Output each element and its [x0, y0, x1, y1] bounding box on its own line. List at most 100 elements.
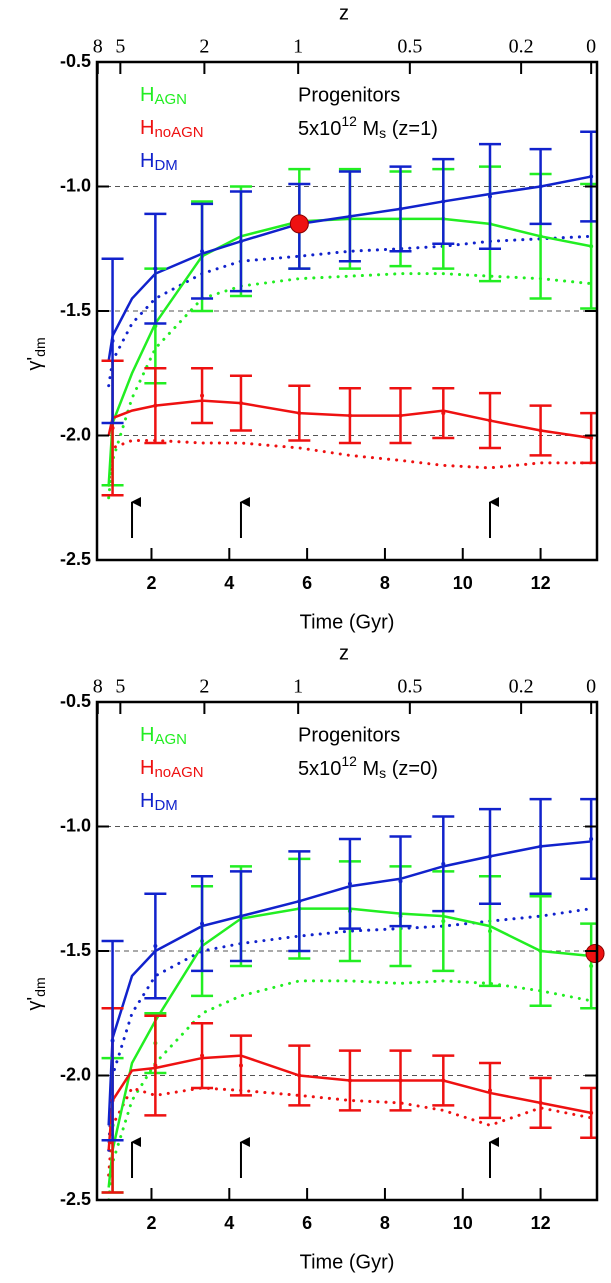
error-bar [478, 807, 501, 905]
error-bar [580, 797, 597, 881]
legend-name: H [140, 117, 154, 139]
error-bar-point [398, 206, 403, 211]
x2-axis-label: z [339, 2, 349, 24]
error-bar [338, 837, 361, 930]
error-bar [144, 1014, 167, 1117]
error-bar-point [487, 929, 492, 934]
error-bar [478, 142, 501, 250]
dotted-line [107, 438, 593, 487]
error-bar [288, 850, 311, 953]
x2-tick-label: 8 [93, 676, 103, 698]
legend-entry: HnoAGN [140, 117, 204, 141]
error-bar [432, 157, 455, 246]
x-tick-label: 10 [453, 1213, 473, 1233]
legend-name: H [140, 84, 154, 106]
legend-entry: HAGN [140, 84, 187, 108]
error-bar-point [441, 919, 446, 924]
legend-name: H [140, 757, 154, 779]
error-bar [229, 374, 252, 432]
error-bar [144, 367, 167, 445]
error-bar [191, 367, 214, 425]
error-bar-point [153, 403, 158, 408]
error-bar [288, 1044, 311, 1107]
legend-entry: HAGN [140, 724, 187, 748]
error-bar-point [538, 234, 543, 239]
error-bar-point [589, 963, 594, 968]
error-bar-point [297, 899, 302, 904]
error-bar [580, 922, 597, 1010]
mass-label-sub: s [379, 765, 386, 781]
error-bar-point [238, 239, 243, 244]
error-bar-point [153, 1063, 158, 1068]
error-bar-point [200, 249, 205, 254]
error-bar [432, 1054, 455, 1107]
mass-label-part: M [357, 118, 379, 140]
mass-label-part: M [357, 758, 379, 780]
y-tick-label: -1.5 [60, 940, 91, 960]
mass-label-sup: 12 [341, 753, 357, 769]
legend-name-sub: DM [154, 797, 177, 814]
error-bar-point [487, 854, 492, 859]
legend-entry: HnoAGN [140, 757, 204, 781]
error-bar [229, 870, 252, 963]
x-tick-label: 2 [146, 1213, 156, 1233]
panel-title: Progenitors [298, 84, 400, 106]
x2-axis-label: z [339, 642, 349, 664]
mass-label-sup: 12 [341, 113, 357, 129]
error-bar-point [200, 393, 205, 398]
x-tick-label: 2 [146, 573, 156, 593]
y-axis-label-main: γ' [24, 357, 46, 371]
mass-label-part: 5x10 [298, 758, 341, 780]
error-bar [101, 257, 124, 425]
y-tick-label: -2.0 [60, 1064, 91, 1084]
error-bar [338, 386, 361, 445]
error-bar-point [589, 435, 594, 440]
legend-name: H [140, 790, 154, 812]
y-axis-label: γ'dm [24, 337, 47, 370]
error-bar-point [589, 1110, 594, 1115]
y-tick-label: -2.0 [60, 424, 91, 444]
error-bar [580, 411, 597, 465]
error-bar-point [153, 944, 158, 949]
error-bar-point [441, 1078, 446, 1083]
y-tick-label: -1.5 [60, 300, 91, 320]
error-bar [338, 170, 361, 263]
panel: -0.5-1.0-1.5-2.0-2.52 4 6 8 10 128 5 2 1 0.5 0.2 0T… [24, 2, 599, 633]
error-bar-point [441, 411, 446, 416]
error-bar [288, 384, 311, 442]
error-bar [144, 212, 167, 325]
y-tick-label: -1.0 [60, 175, 91, 195]
legend-name: H [140, 724, 154, 746]
mass-label: 5x1012 Ms (z=0) [298, 753, 438, 781]
error-bar-point [538, 1100, 543, 1105]
error-bar [529, 1076, 552, 1130]
error-bar-point [589, 174, 594, 179]
error-bar-point [153, 323, 158, 328]
y-axis-label-sub: dm [32, 977, 48, 996]
x-tick-label: 4 [224, 573, 234, 593]
error-bar [529, 894, 552, 1008]
x2-tick-label: 0.5 [397, 676, 422, 698]
error-bar-point [110, 1038, 115, 1043]
error-bar [191, 875, 214, 973]
x-tick-label: 4 [224, 1213, 234, 1233]
y-axis-label-main: γ' [24, 997, 46, 1011]
y-tick-label: -0.5 [60, 51, 91, 71]
x-axis-label: Time (Gyr) [300, 1251, 395, 1273]
error-bar-point [347, 881, 352, 886]
mass-label: 5x1012 Ms (z=1) [298, 113, 438, 141]
error-bar-point [538, 949, 543, 953]
error-bar-point [297, 1073, 302, 1078]
error-bar-point [441, 861, 446, 866]
error-bar-point [238, 401, 243, 406]
error-bar-point [538, 844, 543, 849]
error-bar-point [487, 1088, 492, 1093]
mass-label-part: 5x10 [298, 118, 341, 140]
data-layer [101, 797, 597, 1200]
x-tick-label: 12 [531, 573, 551, 593]
highlight-marker [289, 214, 309, 234]
error-bar [101, 939, 124, 1142]
error-bar [229, 1034, 252, 1097]
error-bar-point [398, 1078, 403, 1083]
error-bar [478, 1061, 501, 1120]
